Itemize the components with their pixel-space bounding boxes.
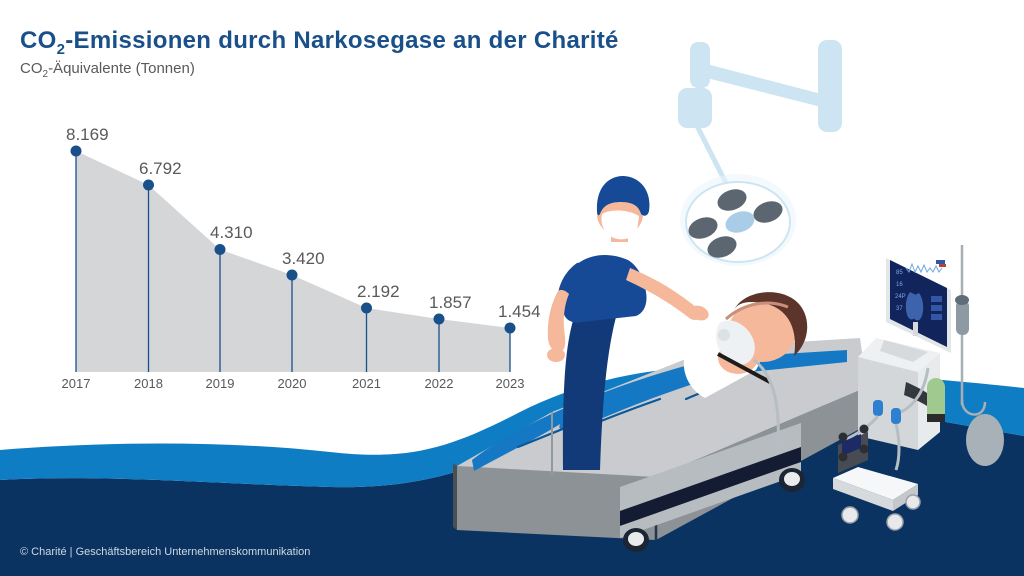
svg-text:1.454: 1.454 bbox=[498, 302, 541, 321]
svg-text:2021: 2021 bbox=[352, 376, 381, 391]
svg-text:2018: 2018 bbox=[134, 376, 163, 391]
svg-text:2020: 2020 bbox=[278, 376, 307, 391]
svg-text:6.792: 6.792 bbox=[139, 159, 182, 178]
svg-text:2.192: 2.192 bbox=[357, 282, 400, 301]
svg-text:3.420: 3.420 bbox=[282, 249, 325, 268]
svg-text:4.310: 4.310 bbox=[210, 223, 253, 242]
svg-text:2019: 2019 bbox=[206, 376, 235, 391]
svg-text:2017: 2017 bbox=[62, 376, 91, 391]
svg-text:2023: 2023 bbox=[496, 376, 525, 391]
svg-text:2022: 2022 bbox=[425, 376, 454, 391]
svg-text:8.169: 8.169 bbox=[66, 125, 109, 144]
svg-text:1.857: 1.857 bbox=[429, 293, 472, 312]
